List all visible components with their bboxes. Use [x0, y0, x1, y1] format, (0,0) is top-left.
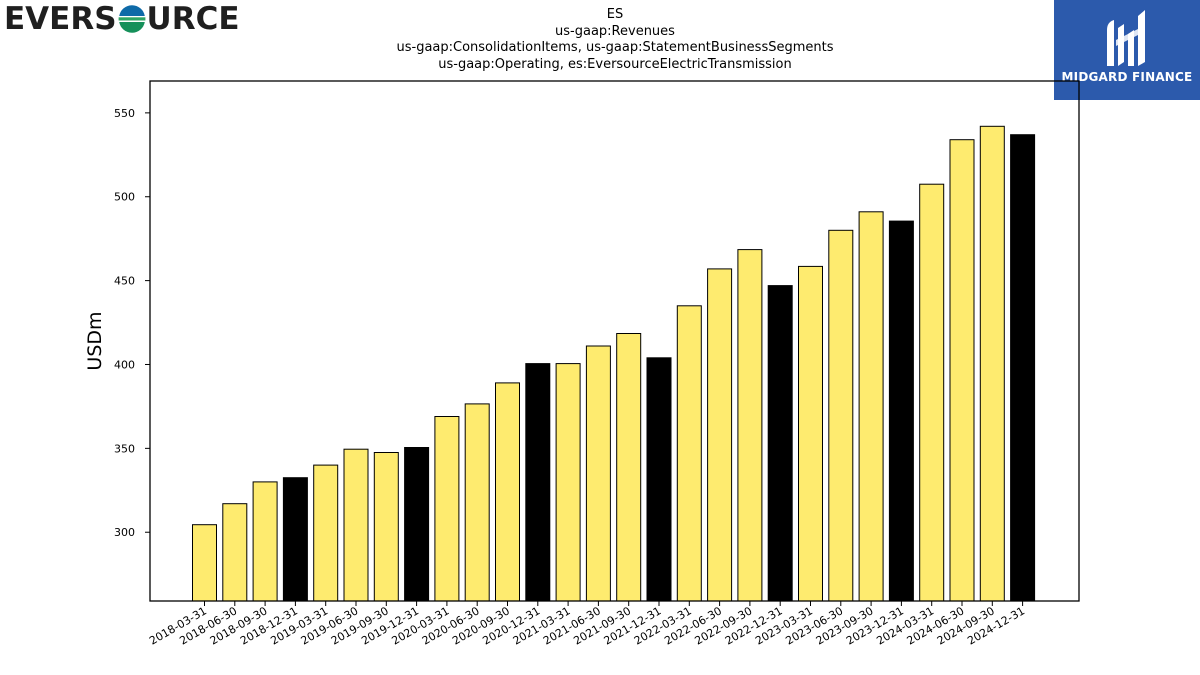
- bar-2022-12-31: [767, 285, 793, 602]
- bar-2024-12-31: [1010, 134, 1036, 602]
- midgard-mark-icon: [1104, 10, 1150, 70]
- eversource-logo-text-start: EVERS: [4, 1, 117, 37]
- y-tick-label: 450: [114, 275, 135, 288]
- bar-2021-06-30: [585, 345, 611, 602]
- midgard-finance-text: MIDGARD FINANCE: [1061, 70, 1193, 84]
- bar-2024-09-30: [979, 125, 1005, 602]
- y-tick-label: 550: [114, 107, 135, 120]
- midgard-finance-logo: MIDGARD FINANCE: [1054, 0, 1200, 100]
- eversource-logo-text-end: URCE: [146, 1, 240, 37]
- chart-title-line-4: us-gaap:Operating, es:EversourceElectric…: [438, 56, 792, 72]
- bar-2019-09-30: [373, 452, 399, 602]
- bar-2019-06-30: [343, 448, 369, 602]
- y-tick-label: 500: [114, 191, 135, 204]
- y-tick-label: 350: [114, 442, 135, 455]
- y-axis-label: USDm: [84, 311, 106, 370]
- bar-2018-12-31: [282, 477, 308, 602]
- eversource-o-icon: [118, 5, 146, 33]
- bar-2022-06-30: [707, 268, 733, 602]
- bar-2023-03-31: [798, 265, 823, 602]
- plot-frame: [149, 80, 1080, 602]
- bar-2021-09-30: [616, 333, 642, 602]
- chart-title-line-1: ES: [606, 7, 624, 22]
- bar-2023-12-31: [888, 220, 914, 602]
- bar-2022-09-30: [737, 249, 763, 602]
- bar-2020-09-30: [495, 382, 520, 602]
- bar-2018-03-31: [192, 524, 217, 602]
- bar-2018-09-30: [252, 481, 278, 602]
- bar-2020-03-31: [434, 416, 460, 602]
- bar-2021-03-31: [555, 363, 581, 602]
- bar-2019-03-31: [313, 464, 339, 602]
- bar-2024-06-30: [949, 139, 975, 602]
- eversource-logo: EVERS URCE: [4, 1, 240, 37]
- bar-2021-12-31: [646, 357, 672, 602]
- bar-2019-12-31: [404, 447, 430, 602]
- bar-2020-12-31: [525, 363, 551, 602]
- y-tick-label: 300: [114, 526, 135, 539]
- chart-title-block: ES us-gaap:Revenues us-gaap:Consolidatio…: [250, 7, 980, 73]
- bar-2023-06-30: [828, 229, 854, 602]
- bar-2024-03-31: [919, 183, 945, 602]
- bar-2023-09-30: [858, 211, 884, 602]
- bar-2020-06-30: [464, 403, 490, 602]
- bar-2022-03-31: [676, 305, 702, 602]
- y-tick-label: 400: [114, 358, 135, 371]
- chart-title-line-3: us-gaap:ConsolidationItems, us-gaap:Stat…: [396, 40, 834, 55]
- chart-title-line-2: us-gaap:Revenues: [555, 23, 675, 39]
- bar-2018-06-30: [222, 503, 248, 602]
